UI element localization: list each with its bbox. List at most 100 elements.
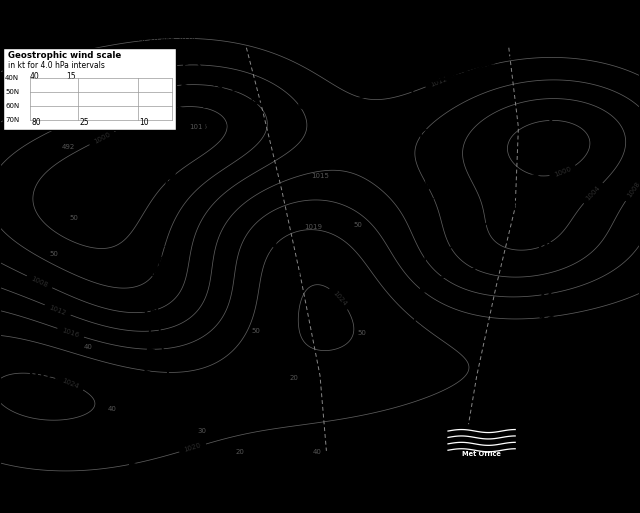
Text: 1020: 1020 — [183, 443, 202, 453]
Text: 1016: 1016 — [189, 125, 207, 130]
Polygon shape — [184, 60, 191, 66]
Polygon shape — [161, 343, 169, 348]
Polygon shape — [156, 255, 163, 260]
Polygon shape — [169, 163, 176, 168]
Text: 1008: 1008 — [30, 275, 49, 288]
Polygon shape — [181, 430, 188, 436]
Text: 60N: 60N — [5, 103, 19, 109]
Polygon shape — [408, 345, 416, 350]
Text: 1007: 1007 — [438, 267, 477, 281]
Polygon shape — [404, 368, 412, 373]
Polygon shape — [172, 140, 179, 146]
Text: 40: 40 — [108, 406, 116, 412]
Polygon shape — [150, 324, 157, 329]
Polygon shape — [171, 150, 179, 155]
Polygon shape — [150, 298, 157, 303]
Polygon shape — [147, 358, 154, 364]
Text: 492: 492 — [62, 144, 75, 150]
Text: 1015: 1015 — [311, 173, 329, 179]
Text: H: H — [264, 240, 277, 254]
Text: L: L — [99, 189, 109, 204]
Polygon shape — [137, 427, 144, 432]
Polygon shape — [174, 125, 181, 131]
Polygon shape — [173, 129, 181, 134]
Polygon shape — [406, 357, 413, 362]
Text: 1017: 1017 — [538, 315, 576, 329]
Text: 40: 40 — [84, 344, 93, 350]
Text: 1008: 1008 — [534, 240, 573, 254]
Polygon shape — [420, 288, 428, 293]
Polygon shape — [151, 312, 158, 318]
Polygon shape — [165, 186, 173, 191]
Polygon shape — [427, 219, 434, 225]
Text: Met Office: Met Office — [462, 450, 501, 457]
Text: 40N: 40N — [5, 75, 19, 81]
Text: L: L — [202, 95, 212, 111]
Text: 40: 40 — [312, 449, 321, 455]
Text: H: H — [28, 344, 40, 359]
Polygon shape — [428, 208, 435, 213]
Polygon shape — [138, 416, 146, 421]
Polygon shape — [423, 150, 431, 155]
Polygon shape — [155, 266, 163, 272]
Polygon shape — [177, 408, 184, 413]
Text: 50: 50 — [69, 215, 78, 221]
Polygon shape — [145, 370, 152, 375]
Polygon shape — [411, 334, 419, 339]
Polygon shape — [182, 441, 190, 447]
Polygon shape — [422, 277, 429, 282]
Polygon shape — [180, 94, 187, 100]
Text: 20: 20 — [290, 375, 299, 381]
Polygon shape — [159, 321, 166, 326]
Polygon shape — [425, 162, 432, 167]
Polygon shape — [153, 289, 160, 294]
Polygon shape — [149, 336, 156, 341]
Polygon shape — [402, 380, 409, 385]
Text: 20: 20 — [236, 449, 244, 455]
Polygon shape — [129, 461, 137, 467]
Text: © Crown Copyright: © Crown Copyright — [524, 445, 611, 455]
Polygon shape — [157, 310, 164, 315]
Polygon shape — [154, 248, 161, 254]
Text: Forecast Chart (T+00) Valid 12 UTC SAT 20 APR 2024: Forecast Chart (T+00) Valid 12 UTC SAT 2… — [3, 35, 196, 42]
Text: 50: 50 — [252, 328, 260, 334]
Text: L: L — [547, 113, 557, 128]
Text: in kt for 4.0 hPa intervals: in kt for 4.0 hPa intervals — [8, 61, 105, 70]
Text: 80: 80 — [31, 117, 41, 127]
Text: L: L — [538, 215, 548, 230]
Text: 1025: 1025 — [26, 368, 64, 383]
Polygon shape — [426, 173, 433, 179]
Text: 995: 995 — [100, 213, 130, 227]
Polygon shape — [160, 332, 167, 337]
Polygon shape — [171, 387, 179, 392]
Polygon shape — [163, 198, 171, 203]
Text: 1008: 1008 — [198, 121, 237, 134]
Text: 1004: 1004 — [77, 108, 96, 121]
Polygon shape — [184, 452, 192, 458]
Text: 1000: 1000 — [544, 138, 582, 152]
Polygon shape — [426, 231, 434, 236]
Polygon shape — [151, 273, 159, 279]
Polygon shape — [415, 105, 423, 110]
Text: L: L — [442, 242, 452, 257]
Polygon shape — [426, 242, 433, 248]
Polygon shape — [174, 398, 181, 403]
Text: 1004: 1004 — [585, 185, 602, 202]
Text: Geostrophic wind scale: Geostrophic wind scale — [8, 51, 122, 60]
Polygon shape — [418, 116, 425, 121]
Polygon shape — [427, 196, 434, 202]
Text: 1024: 1024 — [61, 378, 80, 390]
Text: 1031: 1031 — [262, 264, 301, 279]
Text: 1012: 1012 — [48, 304, 67, 316]
Polygon shape — [142, 393, 149, 398]
Polygon shape — [140, 404, 148, 409]
Bar — [445, 424, 518, 462]
Polygon shape — [154, 278, 161, 283]
Text: 50N: 50N — [5, 89, 19, 95]
Text: 50: 50 — [357, 330, 366, 337]
Polygon shape — [157, 224, 165, 229]
Text: 30: 30 — [197, 428, 206, 434]
Polygon shape — [410, 82, 418, 87]
Polygon shape — [164, 354, 172, 359]
Text: 1019: 1019 — [305, 224, 323, 230]
